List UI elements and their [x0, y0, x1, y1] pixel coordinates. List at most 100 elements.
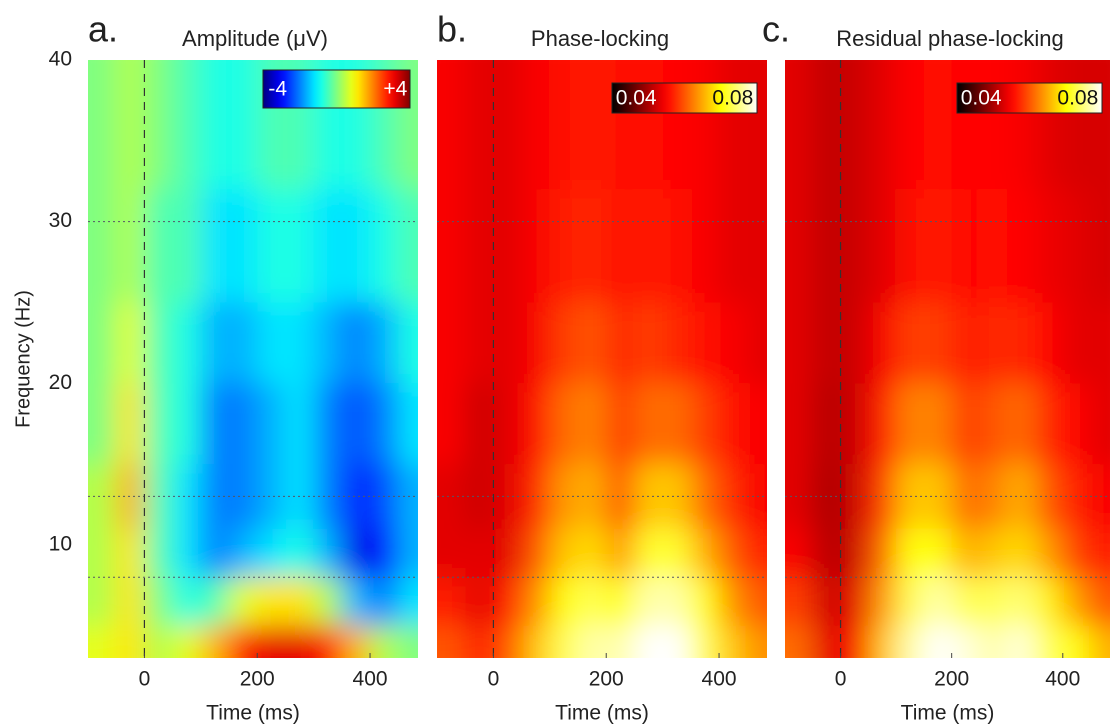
heat-cell	[172, 528, 202, 578]
heatmap	[88, 60, 418, 658]
x-tick-label: 400	[353, 668, 388, 691]
heat-cell	[549, 301, 579, 384]
heat-cell	[229, 188, 258, 303]
heat-cell	[578, 625, 607, 658]
heat-cell	[144, 60, 174, 190]
heat-cell	[257, 60, 286, 190]
heat-cell	[257, 301, 286, 384]
heat-cell	[896, 528, 925, 578]
x-tick-label: 0	[139, 668, 151, 691]
heat-cell	[521, 463, 551, 529]
heat-cell	[116, 576, 145, 626]
heat-cell	[951, 188, 980, 303]
heat-cell	[172, 382, 202, 465]
heat-cell	[785, 382, 814, 465]
heat-cell	[200, 188, 230, 303]
heat-cell	[172, 576, 202, 626]
panel: 0.04 0.08 0 200 400 Time (ms) c. Residual phase…	[762, 9, 1110, 725]
heat-cell	[200, 576, 230, 626]
heat-cell	[840, 625, 869, 658]
heat-cell	[690, 528, 720, 578]
colorbar	[611, 82, 758, 114]
heat-cell	[690, 188, 720, 303]
x-axis-label: Time (ms)	[206, 702, 300, 725]
heatmap-cells	[88, 60, 418, 658]
heat-cell	[979, 60, 1008, 190]
heat-cell	[493, 188, 523, 303]
heat-cell	[465, 625, 494, 658]
heat-cell	[785, 528, 814, 578]
heat-cell	[229, 382, 258, 465]
heat-cell	[437, 528, 466, 578]
heat-cell	[341, 463, 371, 529]
heatmap-cells	[437, 60, 767, 658]
heat-cell	[606, 463, 635, 529]
heat-cell	[662, 382, 692, 465]
heat-cell	[923, 301, 953, 384]
heat-cell	[785, 301, 814, 384]
heat-cell	[116, 60, 145, 190]
heat-cell	[229, 625, 258, 658]
heat-cell	[578, 576, 607, 626]
x-axis-label: Time (ms)	[901, 702, 995, 725]
x-tick-label: 400	[1045, 668, 1080, 691]
heat-cell	[868, 382, 897, 465]
heat-cell	[144, 188, 174, 303]
heat-cell	[398, 576, 418, 626]
heat-cell	[719, 528, 748, 578]
heat-cell	[1035, 528, 1064, 578]
heat-cell	[549, 528, 579, 578]
heat-cell	[1090, 301, 1110, 384]
heat-cell	[285, 576, 315, 626]
heat-cell	[951, 576, 980, 626]
heat-cell	[923, 463, 953, 529]
heat-cell	[341, 301, 371, 384]
heat-cell	[437, 188, 466, 303]
colorbar-label: 0.08	[1057, 87, 1098, 110]
heat-cell	[313, 301, 343, 384]
heat-cell	[951, 60, 980, 190]
heat-cell	[257, 625, 286, 658]
heat-cell	[370, 382, 399, 465]
heat-cell	[785, 625, 814, 658]
heat-cell	[1062, 625, 1092, 658]
heat-cell	[398, 188, 418, 303]
x-axis-label: Time (ms)	[555, 702, 649, 725]
heat-cell	[840, 463, 869, 529]
heat-cell	[493, 576, 523, 626]
heat-cell	[719, 625, 748, 658]
heat-cell	[549, 188, 579, 303]
heat-cell	[437, 625, 466, 658]
heat-cell	[200, 625, 230, 658]
heat-cell	[1062, 382, 1092, 465]
heat-cell	[521, 188, 551, 303]
heat-cell	[437, 301, 466, 384]
x-tick-label: 200	[589, 668, 624, 691]
heat-cell	[257, 528, 286, 578]
heat-cell	[465, 188, 494, 303]
heat-cell	[951, 382, 980, 465]
heat-cell	[549, 625, 579, 658]
heat-cell	[923, 625, 953, 658]
heat-cell	[200, 528, 230, 578]
heat-cell	[493, 301, 523, 384]
heat-cell	[1007, 625, 1036, 658]
heat-cell	[868, 301, 897, 384]
heat-cell	[88, 463, 117, 529]
heat-cell	[979, 625, 1008, 658]
heat-cell	[88, 382, 117, 465]
heat-cell	[398, 625, 418, 658]
heat-cell	[662, 576, 692, 626]
heat-cell	[719, 576, 748, 626]
heat-cell	[606, 382, 635, 465]
x-tick-label: 400	[702, 668, 737, 691]
panel-label: c.	[762, 9, 790, 50]
heat-cell	[1035, 188, 1064, 303]
heat-cell	[868, 463, 897, 529]
heat-cell	[465, 301, 494, 384]
heat-cell	[690, 60, 720, 190]
heat-cell	[951, 528, 980, 578]
heat-cell	[785, 576, 814, 626]
heat-cell	[719, 301, 748, 384]
heat-cell	[606, 188, 635, 303]
